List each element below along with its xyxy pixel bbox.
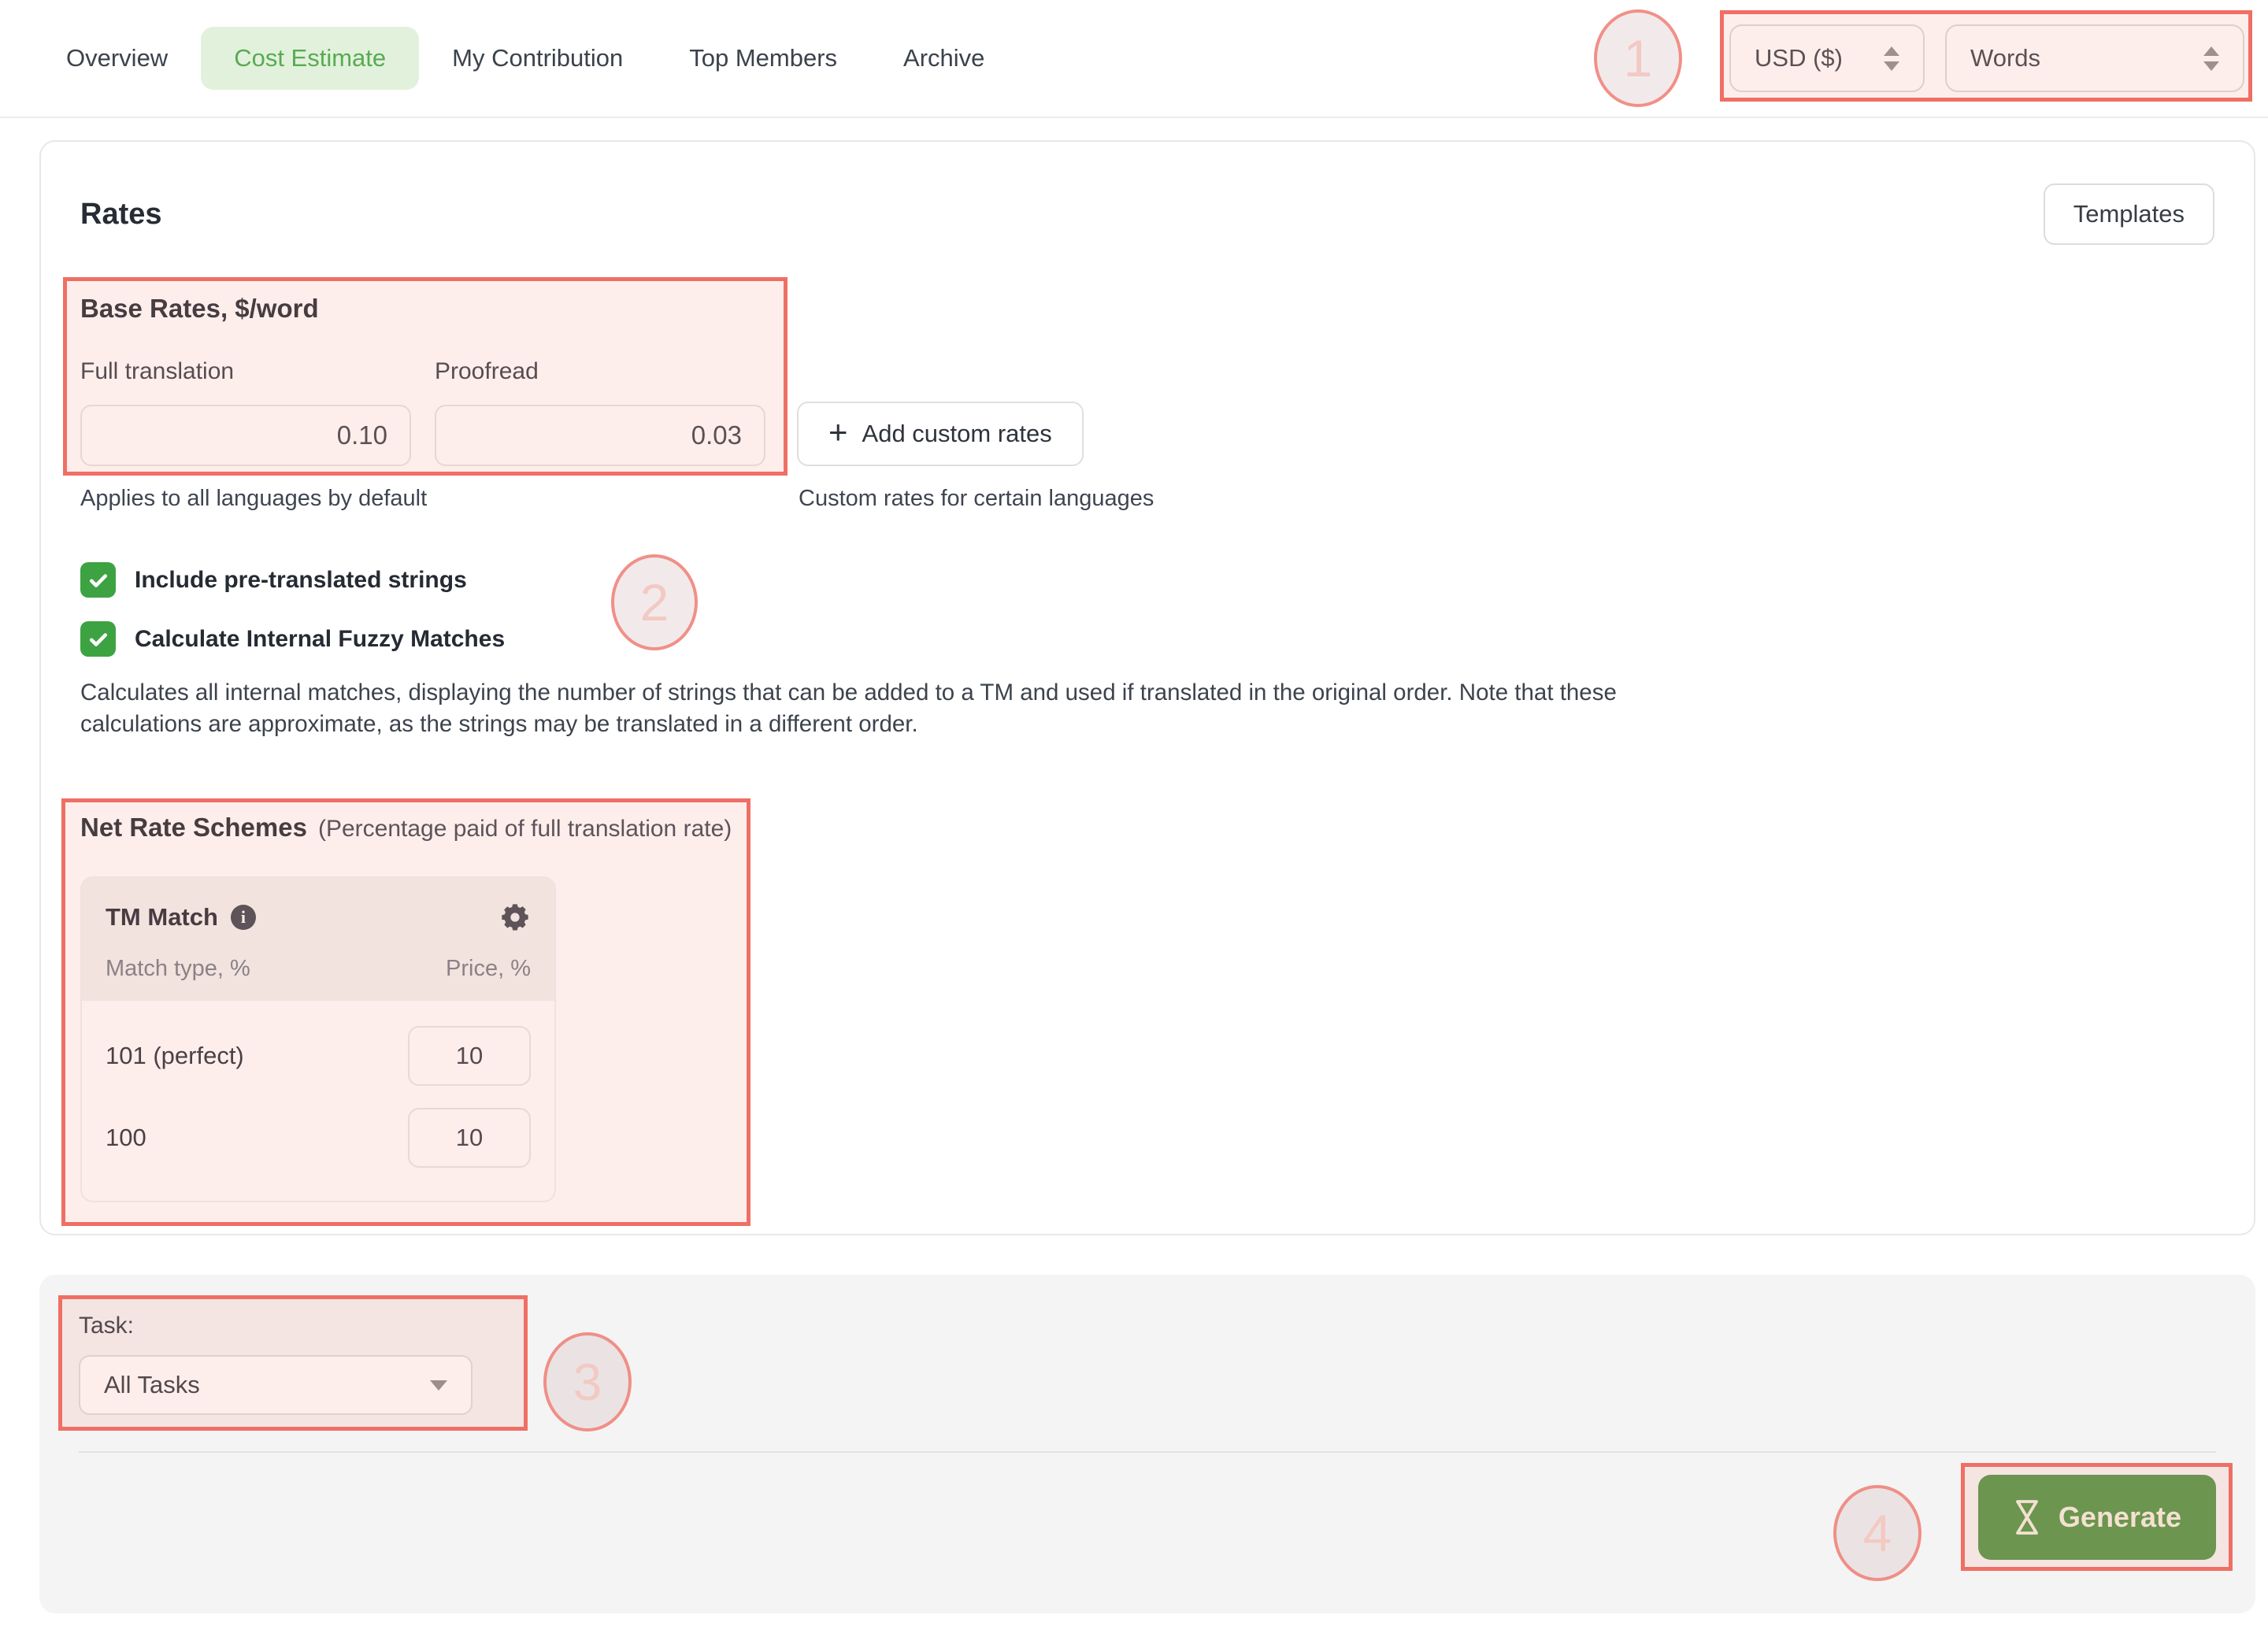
base-rates-heading: Base Rates, $/word — [80, 294, 319, 323]
header-dropdowns-group: USD ($) Words — [1720, 10, 2252, 102]
info-icon[interactable]: i — [230, 905, 256, 930]
currency-select[interactable]: USD ($) — [1729, 24, 1925, 92]
checkmark-icon — [89, 573, 107, 587]
tab-top-members[interactable]: Top Members — [689, 44, 838, 72]
match-100-price-input[interactable] — [408, 1108, 531, 1168]
match-101-price-input[interactable] — [408, 1026, 531, 1086]
option-row-fuzzy-matches: Calculate Internal Fuzzy Matches — [80, 621, 2214, 657]
match-type-column-header: Match type, % — [106, 956, 250, 981]
match-100-label: 100 — [106, 1124, 146, 1151]
pretranslated-checkbox-label: Include pre-translated strings — [135, 566, 467, 593]
proofread-rate-input[interactable] — [435, 405, 765, 466]
task-select-value: All Tasks — [104, 1371, 200, 1398]
task-label: Task: — [79, 1313, 135, 1339]
gear-icon[interactable] — [499, 902, 531, 933]
tab-archive[interactable]: Archive — [903, 44, 985, 72]
templates-button[interactable]: Templates — [2043, 183, 2214, 245]
add-custom-rates-button[interactable]: + Add custom rates — [797, 402, 1084, 466]
currency-select-value: USD ($) — [1755, 44, 1843, 72]
price-column-header: Price, % — [446, 956, 531, 981]
add-custom-rates-label: Add custom rates — [862, 420, 1052, 447]
footer-divider — [79, 1451, 2216, 1453]
task-select[interactable]: All Tasks — [79, 1355, 472, 1415]
tm-match-card: TM Match i Match type, % Price, % — [80, 876, 556, 1202]
generate-panel: Task: All Tasks Generate — [39, 1275, 2255, 1613]
net-rate-schemes-section: Net Rate Schemes (Percentage paid of ful… — [61, 798, 751, 1226]
tab-cost-estimate[interactable]: Cost Estimate — [201, 27, 420, 90]
net-rate-schemes-subheading: (Percentage paid of full translation rat… — [317, 816, 732, 842]
base-rates-section: Base Rates, $/word Full translation Proo… — [63, 277, 788, 476]
rates-card: Rates Templates Base Rates, $/word Full … — [39, 140, 2255, 1235]
caret-down-icon — [430, 1380, 447, 1391]
plus-icon: + — [828, 413, 848, 450]
full-translation-rate-input[interactable] — [80, 405, 411, 466]
units-select[interactable]: Words — [1945, 24, 2244, 92]
rates-title: Rates — [80, 197, 162, 231]
tm-match-title: TM Match — [106, 903, 218, 931]
sort-updown-icon — [2203, 46, 2219, 71]
option-row-pretranslated: Include pre-translated strings — [80, 562, 2214, 598]
generate-section: Generate — [1960, 1463, 2233, 1571]
hourglass-icon — [2013, 1498, 2041, 1536]
fuzzy-matches-checkbox-label: Calculate Internal Fuzzy Matches — [135, 625, 506, 652]
tab-my-contribution[interactable]: My Contribution — [452, 44, 624, 72]
top-navigation-bar: Overview Cost Estimate My Contribution T… — [0, 0, 2268, 118]
proofread-label: Proofread — [435, 358, 539, 384]
generate-button[interactable]: Generate — [1977, 1475, 2216, 1560]
checkmark-icon — [89, 632, 107, 646]
sort-updown-icon — [1884, 46, 1899, 71]
tab-bar: Overview Cost Estimate My Contribution T… — [33, 27, 1017, 90]
units-select-value: Words — [1970, 44, 2041, 72]
full-translation-label: Full translation — [80, 358, 235, 384]
fuzzy-matches-checkbox[interactable] — [80, 621, 116, 657]
pretranslated-checkbox[interactable] — [80, 562, 116, 598]
tab-overview[interactable]: Overview — [66, 44, 169, 72]
fuzzy-matches-description: Calculates all internal matches, display… — [80, 680, 1617, 737]
custom-rate-note: Custom rates for certain languages — [799, 486, 1154, 511]
task-section: Task: All Tasks — [58, 1295, 528, 1431]
tm-match-row-101: 101 (perfect) — [106, 1026, 531, 1086]
match-101-label: 101 (perfect) — [106, 1042, 244, 1069]
generate-button-label: Generate — [2058, 1501, 2181, 1533]
tm-match-row-100: 100 — [106, 1108, 531, 1168]
base-rate-note: Applies to all languages by default — [80, 486, 428, 511]
net-rate-schemes-heading: Net Rate Schemes — [80, 813, 307, 842]
